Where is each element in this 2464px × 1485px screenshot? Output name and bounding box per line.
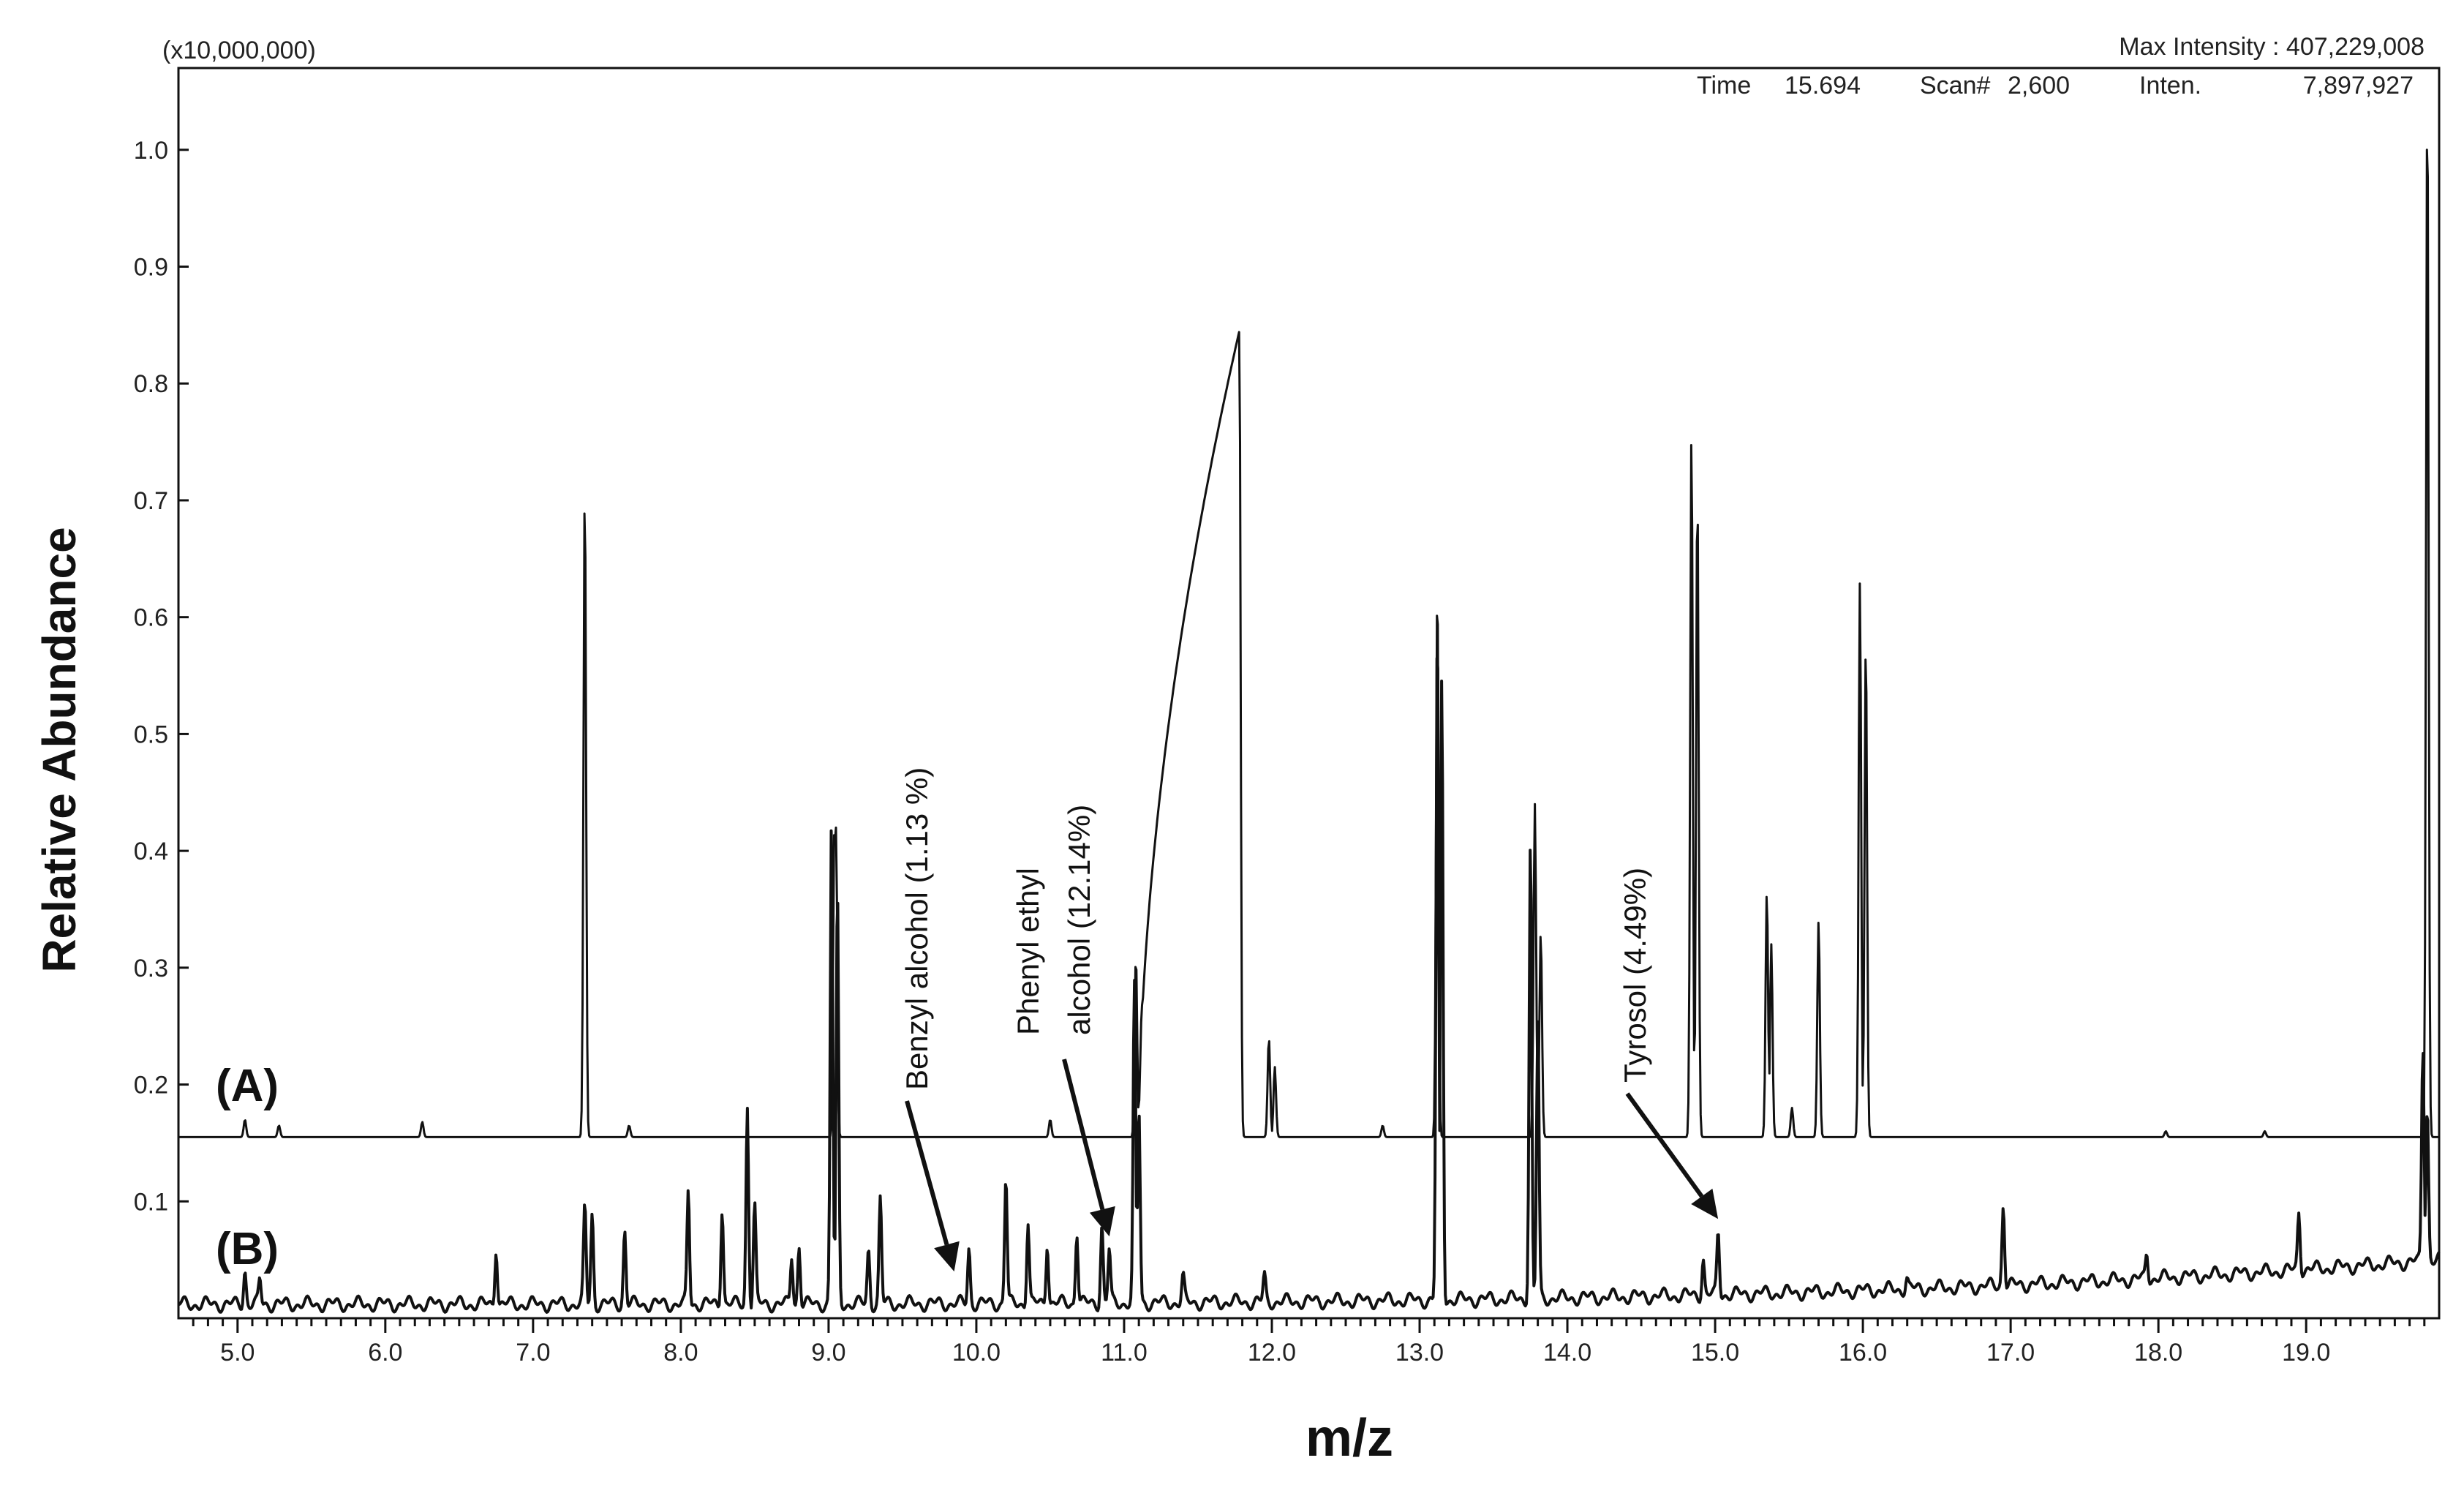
scan-info: Time 15.694 Scan# 2,600 Inten. 7,897,927 <box>1697 72 2414 99</box>
annotation-phenyl-text-line2: alcohol (12.14%) <box>1062 805 1096 1035</box>
y-tick-label: 0.4 <box>134 838 168 865</box>
series-b-trace <box>178 656 2441 1314</box>
annotation-benzyl-alcohol: Benzyl alcohol (1.13 %) <box>900 767 960 1272</box>
annotation-phenyl-arrowhead <box>1089 1206 1115 1237</box>
annotation-benzyl-arrowhead <box>934 1241 960 1272</box>
y-tick-label: 0.1 <box>134 1188 168 1216</box>
x-tick-label: 18.0 <box>2134 1339 2182 1366</box>
x-axis-title: m/z <box>1306 1409 1393 1467</box>
y-tick-label: 0.8 <box>134 370 168 398</box>
y-tick-label: 1.0 <box>134 137 168 165</box>
annotation-phenyl-arrow <box>1062 1059 1105 1211</box>
x-tick-label: 15.0 <box>1691 1339 1739 1366</box>
x-tick-label: 14.0 <box>1543 1339 1591 1366</box>
time-label: Time <box>1697 72 1751 99</box>
x-tick-label: 6.0 <box>368 1339 402 1366</box>
y-tick-label: 0.6 <box>134 604 168 632</box>
annotation-tyrosol-arrow <box>1625 1092 1704 1198</box>
inten-value: 7,897,927 <box>2303 72 2414 99</box>
scan-label: Scan# <box>1920 72 1990 99</box>
y-axis-title: Relative Abundance <box>33 527 86 972</box>
series-a-trace <box>178 148 2440 1138</box>
inten-label: Inten. <box>2139 72 2201 99</box>
time-value: 15.694 <box>1785 72 1861 99</box>
x-axis-ticks: 5.0 6.0 7.0 8.0 9.0 10.0 11.0 12.0 13.0 14.0 15.0 1… <box>192 1318 2426 1366</box>
annotation-phenyl-text-line1: Phenyl ethyl <box>1011 868 1045 1035</box>
max-intensity-label: Max Intensity : 407,229,008 <box>2119 33 2425 61</box>
annotation-benzyl-arrow <box>905 1100 949 1246</box>
x-tick-label: 17.0 <box>1986 1339 2035 1366</box>
x-tick-label: 9.0 <box>811 1339 845 1366</box>
series-b-label: (B) <box>216 1224 279 1274</box>
scale-note: (x10,000,000) <box>162 37 316 64</box>
y-tick-label: 0.9 <box>134 254 168 282</box>
series-layer <box>178 148 2441 1314</box>
x-tick-label: 8.0 <box>663 1339 698 1366</box>
annotation-tyrosol: Tyrosol (4.49%) <box>1618 868 1719 1219</box>
y-tick-label: 0.2 <box>134 1072 168 1099</box>
y-tick-label: 0.7 <box>134 487 168 515</box>
x-tick-label: 12.0 <box>1248 1339 1296 1366</box>
x-tick-label: 19.0 <box>2282 1339 2330 1366</box>
x-tick-label: 5.0 <box>220 1339 255 1366</box>
x-tick-label: 13.0 <box>1395 1339 1444 1366</box>
annotation-benzyl-text: Benzyl alcohol (1.13 %) <box>900 767 934 1090</box>
annotation-tyrosol-arrowhead <box>1691 1188 1719 1219</box>
x-tick-label: 10.0 <box>952 1339 1001 1366</box>
x-tick-label: 11.0 <box>1101 1339 1148 1366</box>
x-tick-label: 7.0 <box>516 1339 550 1366</box>
y-tick-label: 0.5 <box>134 721 168 748</box>
y-axis-ticks: 0.1 0.2 0.3 0.4 0.5 0.6 0.7 0.8 0.9 1.0 <box>134 137 189 1216</box>
annotation-phenyl-ethyl-alcohol: Phenyl ethyl alcohol (12.14%) <box>1011 805 1115 1237</box>
scan-value: 2,600 <box>2008 72 2070 99</box>
annotation-tyrosol-text: Tyrosol (4.49%) <box>1618 868 1652 1083</box>
plot-frame <box>177 67 2441 1320</box>
series-a-label: (A) <box>216 1061 279 1111</box>
x-tick-label: 16.0 <box>1839 1339 1887 1366</box>
y-tick-label: 0.3 <box>134 955 168 982</box>
